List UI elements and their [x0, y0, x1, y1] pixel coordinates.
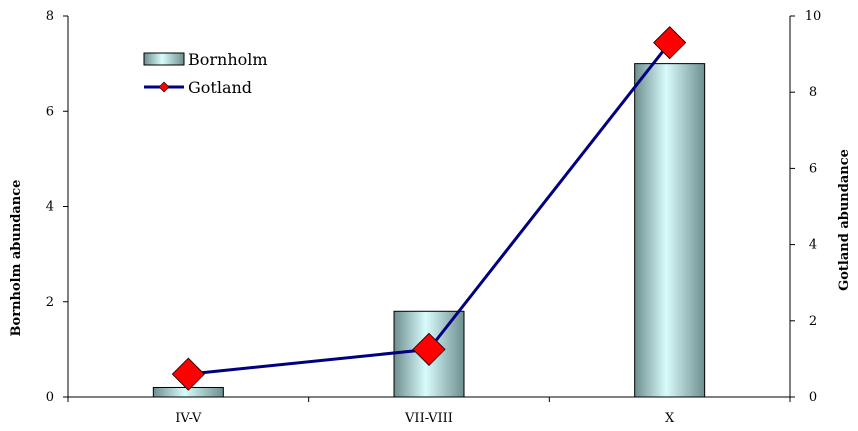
- line-layer: [171, 26, 687, 391]
- y-right-tick-label: 0: [809, 390, 817, 405]
- y-right-tick-label: 6: [809, 161, 817, 176]
- marker-gotland-2: [653, 26, 687, 60]
- x-tick-label: X: [665, 411, 675, 426]
- legend-marker-gotland: [158, 81, 170, 93]
- y-left-tick-label: 8: [46, 9, 54, 24]
- y-axis-right-title: Gotland abundance: [837, 149, 852, 291]
- y-left-tick-label: 6: [46, 104, 54, 119]
- x-tick-label: IV-V: [175, 411, 202, 426]
- y-right-tick-label: 2: [809, 314, 817, 329]
- marker-gotland-0: [171, 357, 205, 391]
- y-left-tick-label: 2: [46, 295, 54, 310]
- legend-swatch-bornholm: [143, 52, 185, 66]
- legend: Bornholm Gotland: [143, 50, 268, 97]
- y-axis-left-title: Bornholm abundance: [9, 180, 24, 337]
- y-left-tick-label: 0: [46, 390, 54, 405]
- ticks-layer: 0 2 4 6 8 0 2 4 6 8 10 IV-V VII-VIII X: [46, 9, 822, 426]
- marker-gotland-1: [412, 332, 446, 366]
- x-tick-label: VII-VIII: [404, 411, 453, 426]
- y-left-tick-label: 4: [46, 200, 54, 215]
- bars-layer: [152, 63, 706, 398]
- bar-bornholm-2: [634, 63, 706, 398]
- y-right-tick-label: 8: [809, 85, 817, 100]
- y-right-tick-label: 4: [809, 238, 817, 253]
- legend-label-gotland: Gotland: [188, 78, 252, 97]
- y-right-tick-label: 10: [805, 9, 822, 24]
- legend-label-bornholm: Bornholm: [188, 50, 268, 69]
